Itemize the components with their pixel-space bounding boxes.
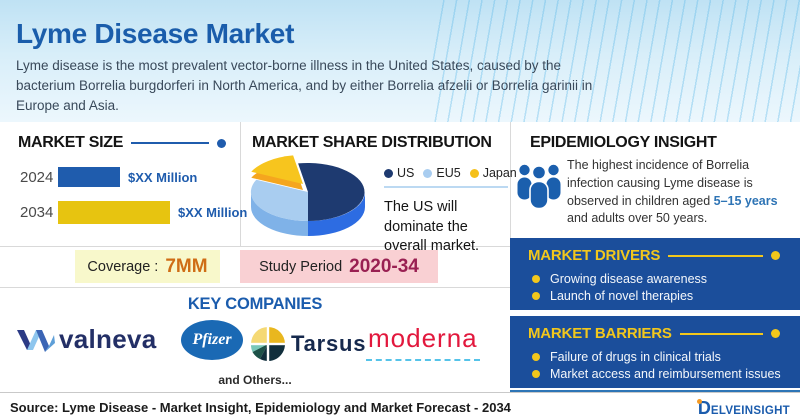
epi-text-before: The highest incidence of Borrelia infect… xyxy=(567,158,753,208)
barrier-item: Market access and reimbursement issues xyxy=(510,364,800,381)
market-size-row-2024: 2024 $XX Million xyxy=(20,167,197,187)
market-share-title: MARKET SHARE DISTRIBUTION xyxy=(252,134,492,151)
page-description: Lyme disease is the most prevalent vecto… xyxy=(16,58,593,113)
driver-text: Growing disease awareness xyxy=(550,272,708,286)
page-title: Lyme Disease Market xyxy=(16,18,295,49)
epi-text-after: and adults over 50 years. xyxy=(567,211,708,226)
epidemiology-text: The highest incidence of Borrelia infect… xyxy=(567,157,793,228)
valneva-wordmark: valneva xyxy=(59,324,157,354)
vertical-divider xyxy=(240,122,241,246)
moderna-logo: moderna xyxy=(366,323,480,361)
barrier-text: Market access and reimbursement issues xyxy=(550,367,781,381)
accent-line xyxy=(679,332,763,335)
barrier-text: Failure of drugs in clinical trials xyxy=(550,350,721,364)
bar-value: $XX Million xyxy=(128,169,198,185)
study-period-strip: Study Period 2020-34 xyxy=(240,250,438,283)
year-label: 2024 xyxy=(20,168,54,186)
coverage-value: 7MM xyxy=(165,255,208,277)
delveinsight-logo: D ELVEINSIGHT xyxy=(696,398,790,419)
driver-item: Growing disease awareness xyxy=(510,269,800,286)
legend-label: EU5 xyxy=(436,166,461,180)
bullet-dot-icon xyxy=(532,275,540,283)
key-companies-title: KEY COMPANIES xyxy=(187,295,323,313)
epidemiology-title: EPIDEMIOLOGY INSIGHT xyxy=(530,134,717,151)
bullet-dot-icon xyxy=(532,353,540,361)
market-drivers-title: MARKET DRIVERS xyxy=(528,247,661,264)
coverage-label: Coverage : xyxy=(87,258,159,275)
horizontal-divider xyxy=(0,287,510,288)
accent-dot-icon xyxy=(771,251,780,260)
valneva-mark-icon xyxy=(17,329,55,352)
market-drivers-header: MARKET DRIVERS xyxy=(510,238,800,264)
tarsus-pinwheel-icon xyxy=(251,327,285,361)
bar-2024 xyxy=(58,167,120,187)
study-period-value: 2020-34 xyxy=(349,255,419,277)
brand-rest: ELVEINSIGHT xyxy=(710,405,790,417)
market-drivers-panel: MARKET DRIVERS Growing disease awareness… xyxy=(510,238,800,310)
legend-dot-icon xyxy=(469,168,479,178)
valneva-logo: valneva xyxy=(16,324,157,355)
legend-item-us: US xyxy=(384,166,414,180)
brand-dot-icon xyxy=(696,399,702,404)
accent-dot-icon xyxy=(771,329,780,338)
legend-dot-icon xyxy=(423,168,433,178)
people-group-icon xyxy=(517,164,561,210)
barrier-item: Failure of drugs in clinical trials xyxy=(510,347,800,364)
vertical-divider xyxy=(510,122,511,238)
epi-highlight: 5–15 years xyxy=(713,193,778,208)
legend-label: US xyxy=(397,166,415,180)
market-share-note: The US will dominate the overall market. xyxy=(384,199,480,255)
market-barriers-panel: MARKET BARRIERS Failure of drugs in clin… xyxy=(510,316,800,388)
year-label: 2034 xyxy=(20,204,54,221)
legend-label: Japan xyxy=(482,166,517,180)
accent-line xyxy=(131,142,209,144)
header-banner: Lyme Disease Market Lyme disease is the … xyxy=(0,0,800,122)
bar-value: $XX Million xyxy=(178,205,248,220)
legend-item-eu5: EU5 xyxy=(423,166,461,180)
key-companies-section: KEY COMPANIES valneva Pfizer xyxy=(0,287,510,392)
bullet-dot-icon xyxy=(532,370,540,378)
bar-2034 xyxy=(58,201,170,224)
brand-initial: D xyxy=(696,398,711,419)
legend-item-japan: Japan xyxy=(469,166,517,180)
tarsus-logo: Tarsus xyxy=(251,327,366,361)
market-barriers-title: MARKET BARRIERS xyxy=(528,325,672,342)
market-barriers-list: Failure of drugs in clinical trials Mark… xyxy=(510,347,800,381)
market-drivers-list: Growing disease awareness Launch of nove… xyxy=(510,269,800,303)
moderna-wordmark: moderna xyxy=(366,323,480,361)
market-size-header: MARKET SIZE xyxy=(18,134,226,152)
market-size-title: MARKET SIZE xyxy=(18,134,124,151)
pfizer-wordmark: Pfizer xyxy=(192,331,232,348)
market-size-row-2034: 2034 $XX Million xyxy=(20,201,247,224)
legend-dot-icon xyxy=(384,168,393,178)
source-text: Source: Lyme Disease - Market Insight, E… xyxy=(10,400,511,415)
driver-item: Launch of novel therapies xyxy=(510,286,800,303)
and-others-label: and Others... xyxy=(218,373,292,387)
accent-dot-icon xyxy=(217,138,226,148)
footer: Source: Lyme Disease - Market Insight, E… xyxy=(0,392,800,420)
coverage-strip: Coverage : 7MM xyxy=(75,250,220,283)
pfizer-oval-icon: Pfizer xyxy=(181,320,243,360)
pfizer-logo: Pfizer xyxy=(181,320,243,360)
pie-legend: US EU5 Japan xyxy=(384,166,517,188)
bullet-dot-icon xyxy=(532,292,540,300)
study-period-label: Study Period xyxy=(259,258,343,275)
market-barriers-header: MARKET BARRIERS xyxy=(510,316,800,342)
driver-text: Launch of novel therapies xyxy=(550,289,694,303)
accent-line xyxy=(668,254,763,257)
pie-chart xyxy=(250,155,365,236)
tarsus-wordmark: Tarsus xyxy=(291,331,367,356)
panel-underline xyxy=(510,390,800,392)
horizontal-divider xyxy=(0,246,510,247)
